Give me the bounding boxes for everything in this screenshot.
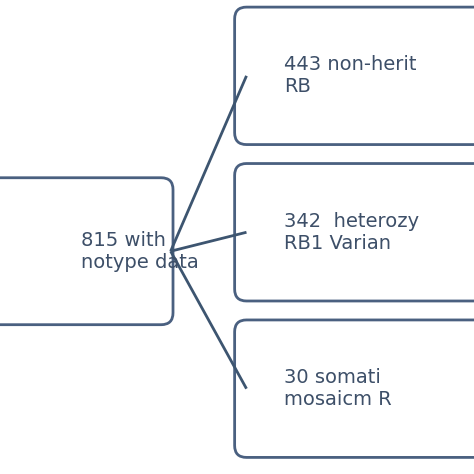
FancyBboxPatch shape bbox=[235, 164, 474, 301]
FancyBboxPatch shape bbox=[235, 7, 474, 145]
Text: 30 somati
mosaicm R: 30 somati mosaicm R bbox=[284, 368, 392, 409]
FancyBboxPatch shape bbox=[0, 178, 173, 325]
Text: 815 with
notype data: 815 with notype data bbox=[81, 231, 198, 272]
Text: 342  heterozy
RB1 Varian: 342 heterozy RB1 Varian bbox=[284, 212, 419, 253]
FancyBboxPatch shape bbox=[235, 320, 474, 457]
Text: 443 non-herit
RB: 443 non-herit RB bbox=[284, 55, 417, 96]
